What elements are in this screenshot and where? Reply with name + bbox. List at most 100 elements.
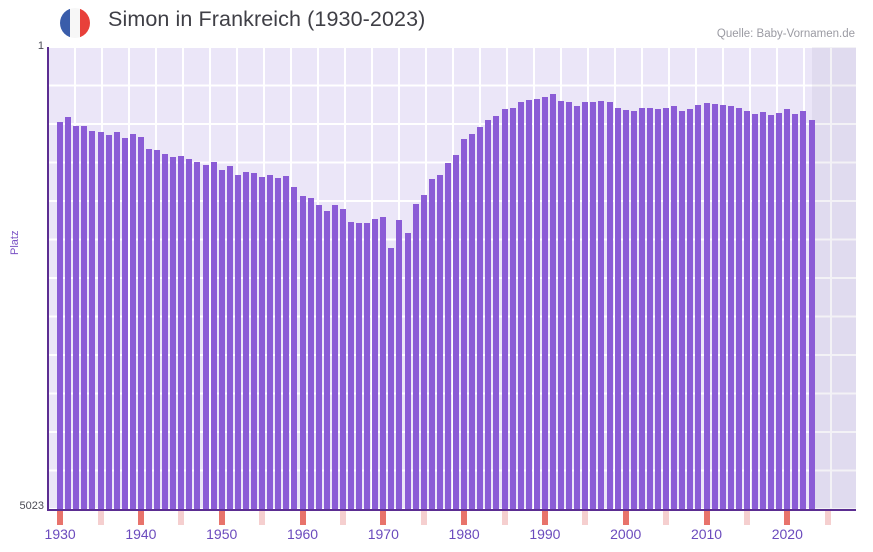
bar — [372, 218, 379, 509]
bar — [711, 104, 718, 509]
bar — [420, 195, 427, 509]
bar — [743, 110, 750, 509]
bar — [784, 109, 791, 509]
x-tick-minor — [663, 511, 670, 525]
bar — [469, 133, 476, 509]
x-tick-major — [57, 511, 64, 525]
bar — [582, 102, 589, 509]
x-tick-major — [137, 511, 144, 525]
bar — [808, 120, 815, 509]
bar — [509, 108, 516, 509]
bar — [283, 175, 290, 509]
bar — [259, 177, 266, 509]
bar — [695, 104, 702, 509]
bar — [137, 136, 144, 509]
x-tick-major — [218, 511, 225, 525]
bar — [550, 94, 556, 509]
bar — [170, 156, 177, 509]
bar — [356, 223, 363, 509]
bar — [444, 162, 451, 509]
x-tick-minor — [501, 511, 508, 525]
x-axis-tick-label: 1950 — [206, 526, 238, 542]
bar — [412, 203, 419, 509]
bar — [655, 108, 662, 509]
x-tick-minor — [97, 511, 104, 525]
bar — [267, 174, 274, 509]
flag-stripe-white — [70, 8, 80, 38]
bar — [558, 100, 565, 509]
bar — [428, 179, 435, 509]
bar — [590, 101, 597, 509]
bar — [485, 119, 492, 509]
x-axis-tick-label: 1940 — [125, 526, 157, 542]
bar — [234, 175, 241, 509]
chart-header: Simon in Frankreich (1930-2023) Quelle: … — [0, 0, 873, 46]
y-axis-tick-bottom: 5023 — [19, 500, 44, 512]
bar — [703, 103, 710, 509]
bar — [461, 139, 468, 509]
bar — [663, 107, 670, 509]
bar — [113, 131, 120, 509]
x-axis-tick-label: 1930 — [44, 526, 76, 542]
bar — [436, 174, 443, 509]
bar — [719, 104, 726, 509]
bar — [323, 210, 330, 509]
x-axis-tick-label: 1980 — [448, 526, 480, 542]
bar — [598, 100, 605, 509]
x-axis-tick-label: 1970 — [367, 526, 399, 542]
bar — [776, 112, 783, 509]
bar — [73, 125, 80, 509]
x-tick-minor — [259, 511, 266, 525]
x-axis-tick-label: 2000 — [610, 526, 642, 542]
bar — [339, 209, 346, 509]
bar — [646, 107, 653, 509]
bar — [752, 114, 758, 509]
bar — [687, 108, 694, 509]
x-axis-ticks — [48, 511, 856, 525]
x-tick-minor — [582, 511, 589, 525]
x-axis-line — [47, 509, 856, 511]
x-tick-major — [541, 511, 548, 525]
france-flag-icon — [60, 8, 90, 38]
x-tick-major — [380, 511, 387, 525]
bar — [146, 149, 152, 509]
x-tick-major — [622, 511, 629, 525]
y-axis-tick-top: 1 — [37, 40, 44, 52]
bar — [81, 126, 88, 509]
bar — [606, 102, 613, 509]
bar — [97, 131, 104, 509]
bar — [638, 107, 645, 509]
x-axis-labels: 1930 1940 1950 1960 1970 1980 1990 2000 2010 2020 — [44, 526, 856, 550]
x-tick-minor — [178, 511, 185, 525]
bar — [291, 187, 298, 509]
bar — [614, 107, 621, 509]
bar — [364, 223, 371, 509]
no-data-region — [811, 47, 856, 509]
bar — [760, 112, 767, 509]
bar — [275, 178, 282, 509]
bar — [501, 108, 508, 509]
bar — [307, 198, 314, 509]
bar — [251, 172, 258, 509]
x-tick-major — [299, 511, 306, 525]
x-axis-tick-label: 1960 — [286, 526, 319, 542]
bar — [348, 221, 354, 509]
x-axis-tick-label: 2010 — [690, 526, 723, 542]
bar — [210, 162, 217, 509]
bar — [453, 155, 460, 509]
bar — [671, 106, 678, 509]
flag-stripe-red — [80, 8, 90, 38]
bar — [121, 138, 128, 509]
bar — [178, 156, 185, 509]
x-tick-major — [703, 511, 710, 525]
x-tick-major — [784, 511, 791, 525]
x-tick-minor — [339, 511, 346, 525]
bar — [89, 131, 96, 509]
bar — [800, 110, 807, 509]
bar-series — [48, 47, 856, 509]
y-axis-title: Platz — [9, 230, 21, 255]
bar — [525, 100, 532, 509]
bar — [768, 114, 775, 509]
bar — [299, 195, 306, 509]
